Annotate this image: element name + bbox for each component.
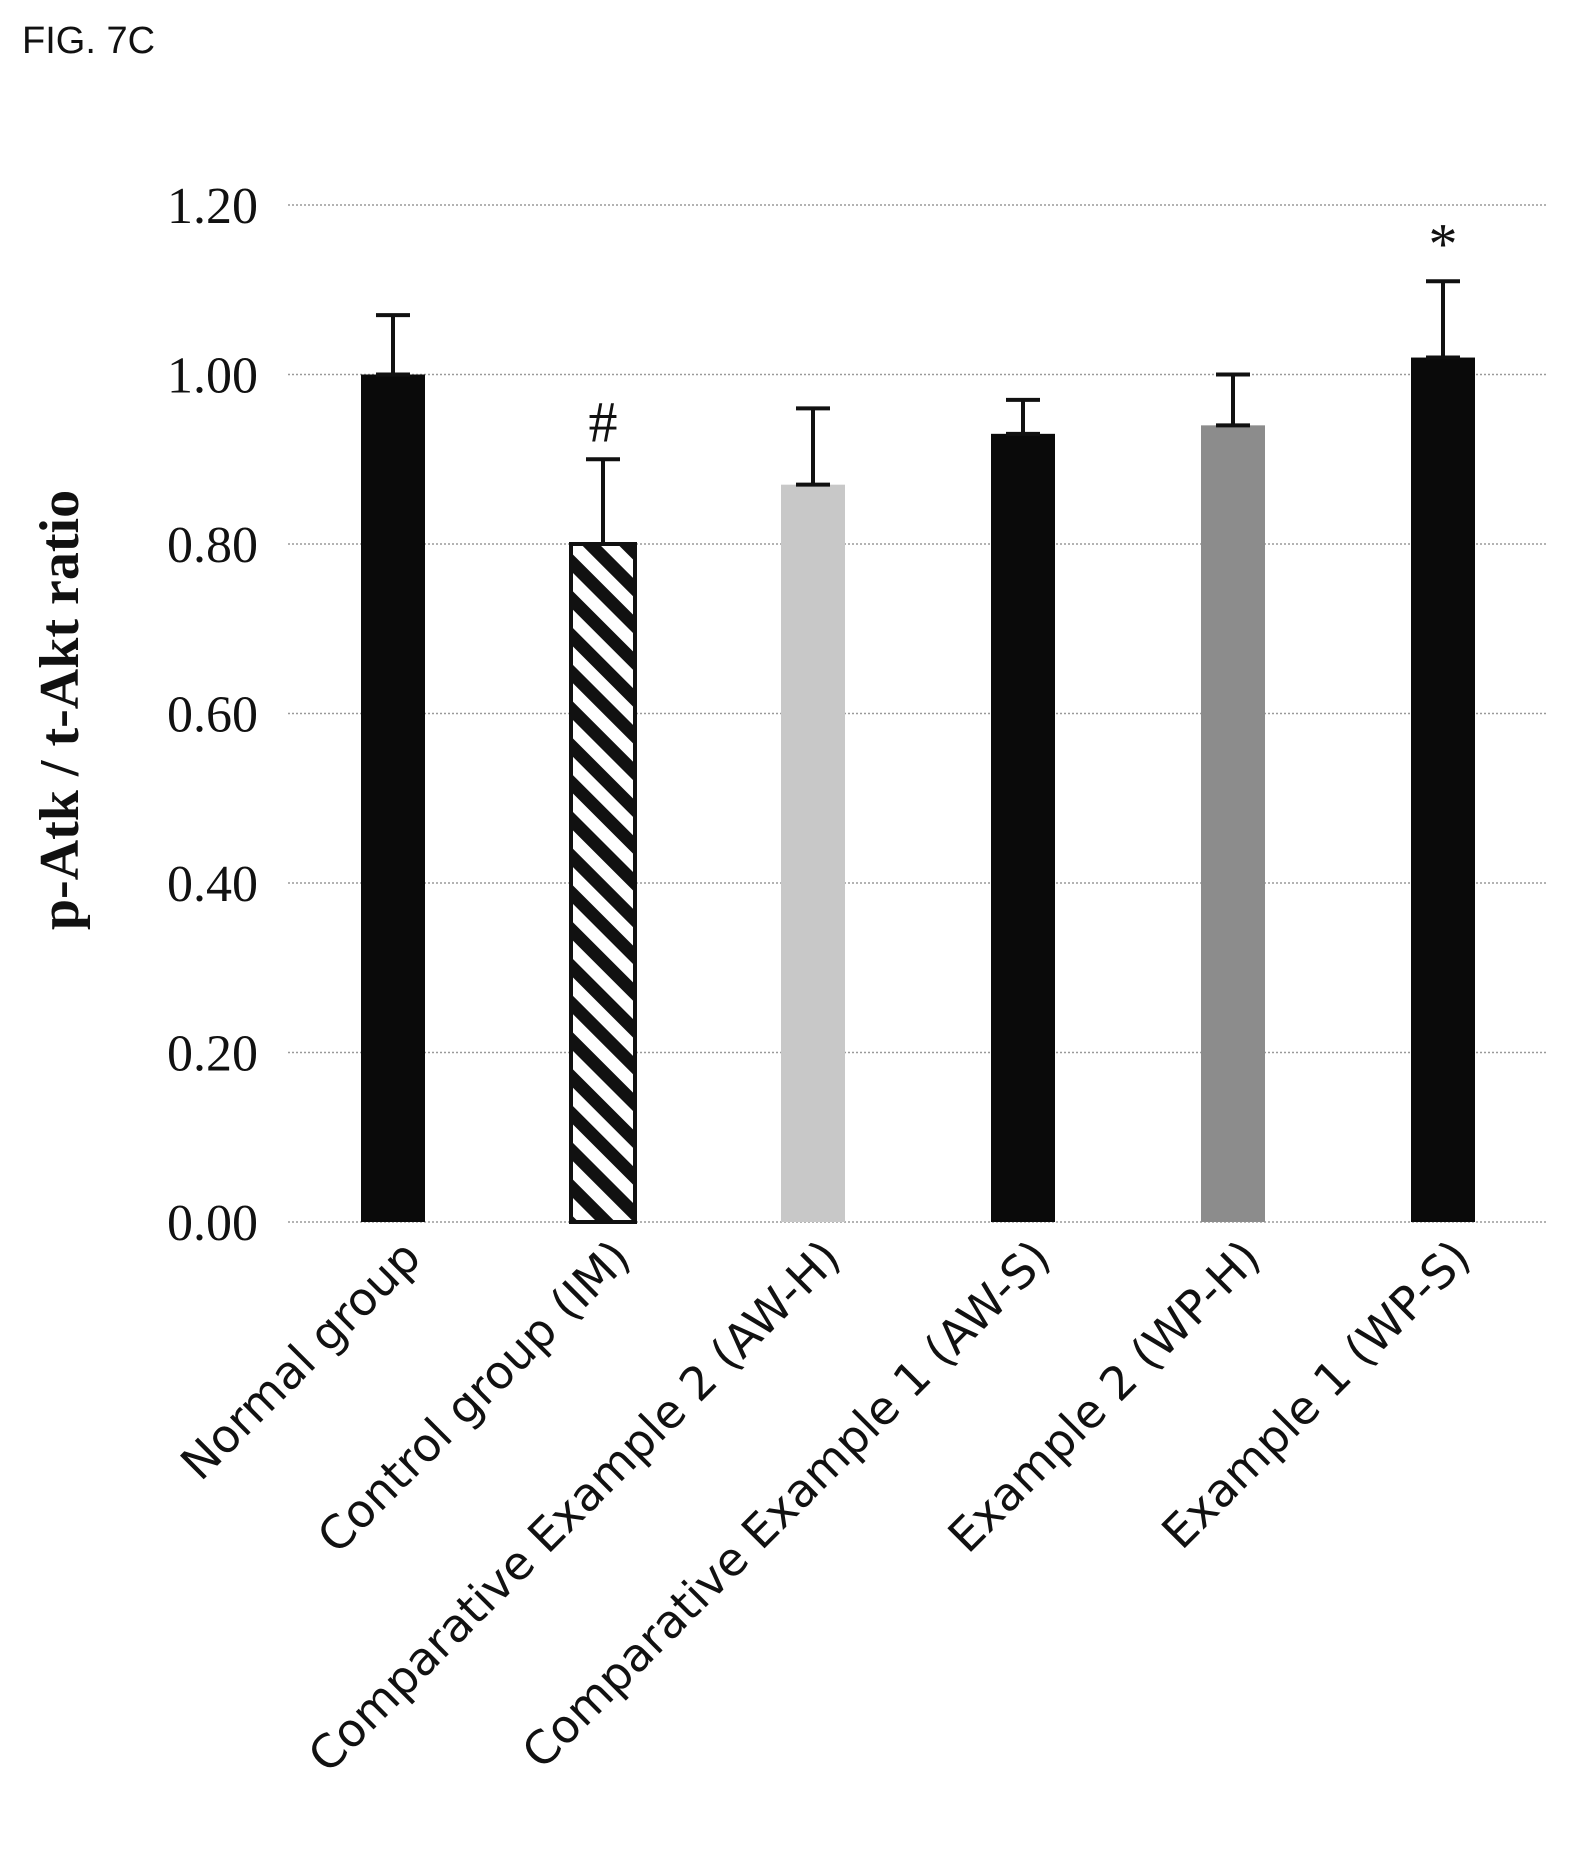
bar — [361, 374, 425, 1222]
figure-label: FIG. 7C — [22, 20, 156, 62]
y-tick-label: 0.40 — [167, 856, 258, 913]
y-tick-label: 1.00 — [167, 348, 258, 405]
y-axis-title: p-Atk / t-Akt ratio — [29, 490, 91, 930]
bars — [361, 357, 1475, 1224]
significance-mark: * — [1429, 211, 1458, 276]
bar — [569, 542, 637, 1224]
error-bar — [1216, 372, 1250, 428]
bar — [781, 484, 845, 1222]
bar — [1201, 425, 1265, 1223]
error-bar — [1426, 279, 1460, 360]
y-tick-label: 0.80 — [167, 517, 258, 574]
grid-layer — [288, 204, 1548, 1223]
bar — [1411, 357, 1475, 1222]
y-tick-label: 0.60 — [167, 687, 258, 744]
error-bar — [796, 406, 830, 487]
y-tick-label: 0.20 — [167, 1026, 258, 1083]
error-bar — [586, 457, 620, 546]
significance-mark: # — [589, 389, 618, 454]
error-bar — [376, 313, 410, 377]
y-tick-label: 1.20 — [167, 178, 258, 235]
y-tick-labels: 0.00 0.20 0.40 0.60 0.80 1.00 1.20 — [167, 178, 258, 1252]
error-bar — [1006, 397, 1040, 436]
error-bars — [376, 279, 1460, 546]
bar — [991, 433, 1055, 1222]
y-tick-label: 0.00 — [167, 1195, 258, 1252]
significance-marks: #* — [589, 211, 1458, 454]
